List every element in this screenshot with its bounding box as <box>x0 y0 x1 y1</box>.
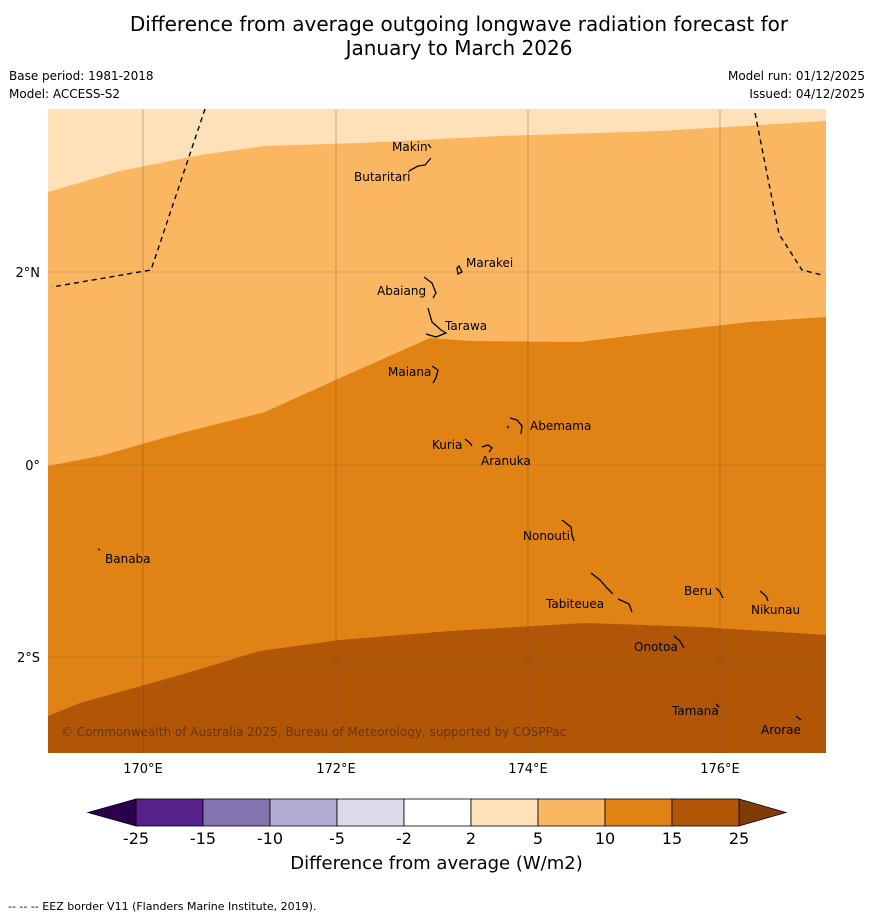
nikunau-outline <box>759 590 769 602</box>
island-label-onotoa: Onotoa <box>634 640 678 654</box>
island-label-butaritari: Butaritari <box>354 170 411 184</box>
island-label-banaba: Banaba <box>105 552 151 566</box>
island-label-marakei: Marakei <box>466 256 513 270</box>
copyright-notice: © Commonwealth of Australia 2025, Bureau… <box>61 725 566 739</box>
eez-border <box>51 109 823 288</box>
arorae-outline <box>795 715 802 721</box>
maiana-outline <box>431 365 439 384</box>
eez-footnote: -- -- -- EEZ border V11 (Flanders Marine… <box>8 900 317 913</box>
island-label-tabiteuea: Tabiteuea <box>545 597 604 611</box>
colorbar-tick-label: 15 <box>662 829 682 848</box>
tarawa-outline <box>425 307 448 338</box>
island-label-makin: Makin <box>392 140 428 154</box>
colorbar-segment <box>671 798 740 827</box>
colorbar-segment <box>403 798 472 827</box>
colorbar: -25 -15 -10 -5 -2 2 5 10 15 25 <box>86 798 788 848</box>
island-label-abaiang: Abaiang <box>377 284 426 298</box>
colorbar-tick-label: 10 <box>595 829 615 848</box>
colorbar-tick-label: -5 <box>329 829 345 848</box>
tamana-outline <box>715 703 720 708</box>
colorbar-tick-label: 2 <box>466 829 476 848</box>
model-name: Model: ACCESS-S2 <box>9 87 121 101</box>
colorbar-tick-label: -25 <box>123 829 149 848</box>
butaritari-outline <box>408 157 432 172</box>
lat-label-2n: 2°N <box>16 266 41 281</box>
colorbar-tick-label: 5 <box>533 829 543 848</box>
colorbar-segment <box>604 798 673 827</box>
tabiteuea-outline <box>590 572 633 613</box>
abemama-outline <box>506 417 523 435</box>
makin-outline <box>427 143 432 149</box>
colorbar-extend-low <box>86 798 137 827</box>
lon-label-176e: 176°E <box>700 762 740 777</box>
colorbar-tick-label: 25 <box>729 829 749 848</box>
colorbar-segment <box>537 798 606 827</box>
issued-date: Issued: 04/12/2025 <box>749 87 865 101</box>
island-label-abemama: Abemama <box>530 419 591 433</box>
map-panel: Makin Butaritari Marakei Abaiang Tarawa … <box>48 109 826 753</box>
island-outlines <box>97 143 802 721</box>
colorbar-segment <box>336 798 405 827</box>
colorbar-tick-label: -15 <box>190 829 216 848</box>
kuria-outline <box>464 438 473 447</box>
lon-label-174e: 174°E <box>508 762 548 777</box>
banaba-outline <box>97 548 101 551</box>
title-line-2: January to March 2026 <box>345 36 573 60</box>
beru-outline <box>715 587 724 599</box>
model-run: Model run: 01/12/2025 <box>727 69 865 83</box>
marakei-outline <box>456 264 463 275</box>
band-15-to-25 <box>48 623 826 753</box>
colorbar-segment <box>269 798 338 827</box>
island-label-aranuka: Aranuka <box>481 454 531 468</box>
island-label-tarawa: Tarawa <box>444 319 487 333</box>
island-label-maiana: Maiana <box>388 365 431 379</box>
colorbar-segment <box>135 798 204 827</box>
island-label-kuria: Kuria <box>432 438 463 452</box>
abaiang-outline <box>423 276 437 299</box>
island-label-nikunau: Nikunau <box>751 603 800 617</box>
island-label-arorae: Arorae <box>761 723 801 737</box>
island-label-nonouti: Nonouti <box>523 529 570 543</box>
island-label-beru: Beru <box>684 584 712 598</box>
island-label-tamana: Tamana <box>671 704 719 718</box>
lat-label-0: 0° <box>25 459 40 474</box>
colorbar-segment <box>202 798 271 827</box>
base-period: Base period: 1981-2018 <box>9 69 154 83</box>
lon-label-172e: 172°E <box>316 762 356 777</box>
colorbar-extend-high <box>738 798 788 827</box>
colorbar-title: Difference from average (W/m2) <box>290 853 583 874</box>
colorbar-tick-label: -2 <box>396 829 412 848</box>
lon-label-170e: 170°E <box>123 762 163 777</box>
lat-label-2s: 2°S <box>17 651 40 666</box>
onotoa-outline <box>673 635 685 649</box>
colorbar-tick-label: -10 <box>257 829 283 848</box>
colorbar-segment <box>470 798 539 827</box>
chart-title: Difference from average outgoing longwav… <box>0 12 873 60</box>
nonouti-outline <box>561 519 575 542</box>
gridlines <box>48 109 826 753</box>
aranuka-outline <box>481 444 493 453</box>
title-line-1: Difference from average outgoing longwav… <box>129 12 789 36</box>
